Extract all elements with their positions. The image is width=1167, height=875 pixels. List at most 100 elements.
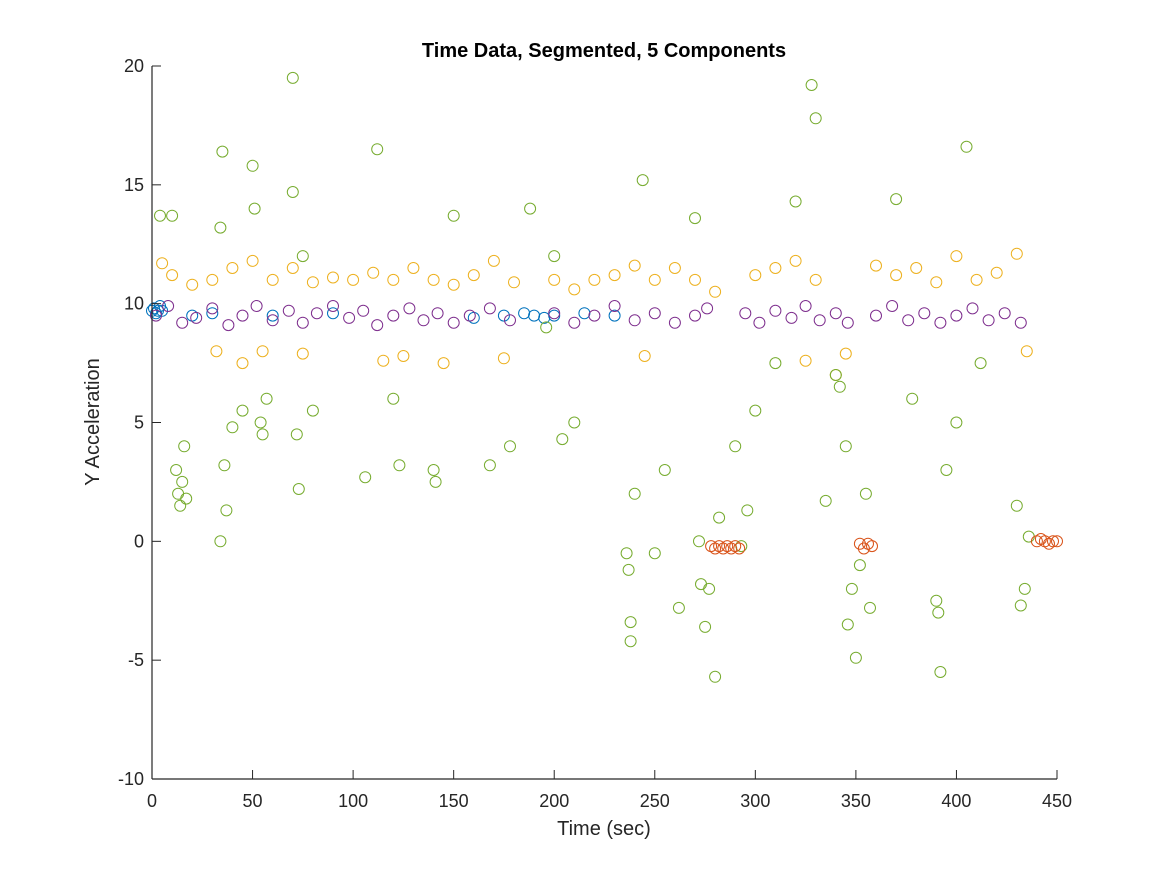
x-tick-label: 200 [539, 791, 569, 811]
data-point [638, 350, 651, 362]
data-point [427, 273, 440, 286]
data-point [427, 464, 440, 476]
data-point [367, 266, 380, 279]
data-point [910, 262, 923, 274]
data-point [829, 307, 842, 320]
data-point [174, 499, 187, 512]
data-point [620, 547, 633, 560]
data-point [739, 307, 752, 320]
data-point [548, 307, 561, 320]
data-point [853, 559, 866, 572]
data-point [176, 316, 189, 329]
data-point [628, 259, 641, 272]
data-point [857, 542, 870, 555]
data-point [286, 186, 299, 198]
data-point [377, 354, 390, 367]
data-point [162, 300, 175, 312]
data-point [1043, 537, 1055, 550]
data-point [306, 276, 319, 289]
data-point [733, 542, 746, 555]
data-point [588, 273, 601, 286]
data-point [789, 195, 802, 208]
data-point [672, 601, 685, 614]
data-point [841, 316, 854, 329]
data-point [960, 140, 973, 153]
x-tick-label: 150 [439, 791, 469, 811]
data-point [282, 304, 295, 317]
data-point [359, 471, 372, 484]
data-point [166, 209, 179, 222]
data-point [568, 316, 581, 329]
data-point [387, 392, 400, 405]
data-point [548, 309, 561, 322]
data-point [407, 262, 420, 274]
data-point [966, 302, 979, 315]
data-point [250, 300, 263, 312]
data-point [870, 259, 882, 272]
data-point [310, 307, 323, 320]
x-tick-label: 100 [338, 791, 368, 811]
x-tick-label: 400 [941, 791, 971, 811]
data-point [1010, 247, 1023, 260]
axes: 0 50 100 150 200 250 300 350 400 450 -10 -5 0 5 10 15 20 [118, 56, 1072, 811]
data-point [833, 380, 846, 393]
data-point [799, 354, 812, 367]
data-point [371, 143, 384, 156]
data-point [528, 309, 541, 322]
data-point [1051, 535, 1063, 548]
data-point [292, 483, 305, 495]
data-point [1014, 316, 1027, 329]
y-tick-label: 0 [134, 531, 144, 551]
data-point [226, 421, 239, 434]
data-point [578, 307, 591, 320]
data-point [749, 269, 762, 282]
data-point [286, 71, 299, 84]
data-point [178, 440, 191, 453]
data-point [417, 314, 430, 327]
data-point [624, 616, 637, 629]
y-tick-label: 15 [124, 175, 144, 195]
data-point [387, 309, 400, 322]
data-point [150, 309, 162, 322]
data-point [393, 459, 406, 472]
data-point [689, 309, 701, 322]
data-point [266, 314, 279, 327]
data-point [735, 540, 748, 553]
data-point [296, 250, 309, 263]
data-point [286, 262, 299, 274]
data-point [839, 347, 852, 360]
data-point [608, 269, 621, 282]
data-point [1020, 345, 1033, 358]
data-point [785, 311, 798, 324]
data-point [210, 345, 223, 358]
data-point [1010, 499, 1023, 512]
x-tick-label: 250 [640, 791, 670, 811]
data-point [568, 416, 581, 429]
data-point [628, 314, 641, 327]
data-point [703, 582, 716, 595]
data-point [166, 269, 179, 282]
data-point [628, 487, 641, 500]
data-point [172, 487, 185, 500]
data-point [588, 309, 601, 322]
data-point [1022, 530, 1035, 543]
data-point [695, 578, 707, 591]
data-point [497, 352, 510, 365]
data-point [497, 309, 510, 322]
series-3 [150, 300, 1027, 332]
data-point [890, 193, 903, 206]
data-point [246, 159, 259, 172]
data-point [805, 79, 818, 91]
data-point [487, 254, 500, 267]
data-point [556, 433, 569, 446]
x-tick-label: 350 [841, 791, 871, 811]
data-point [1018, 582, 1031, 595]
y-tick-label: -5 [128, 650, 144, 670]
data-point [524, 202, 537, 215]
data-point [190, 311, 203, 324]
data-point [357, 304, 370, 317]
data-point [998, 307, 1011, 320]
data-point [970, 273, 983, 286]
data-point [371, 319, 384, 332]
